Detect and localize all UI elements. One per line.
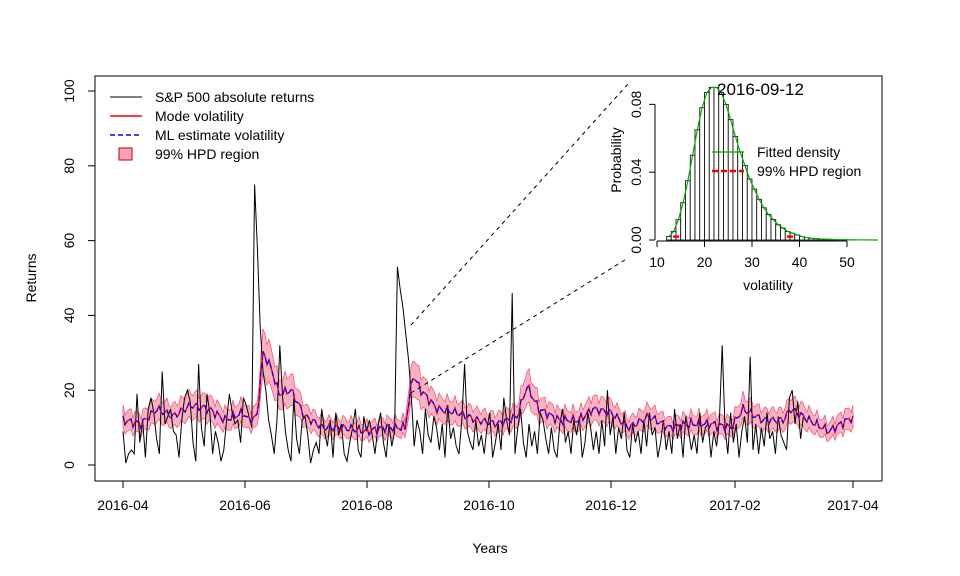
legend-label-ml: ML estimate volatility	[155, 127, 284, 143]
histogram-bar	[713, 86, 720, 241]
inset-x-tick-label: 40	[792, 254, 808, 270]
legend-label-mode: Mode volatility	[155, 108, 244, 124]
ml-estimate-series	[122, 351, 854, 437]
inset-legend-label-hpd: 99% HPD region	[757, 163, 861, 179]
inset-x-axis: 10 20 30 40 50	[649, 240, 855, 270]
histogram-bar	[727, 119, 734, 241]
histogram-bar	[718, 92, 724, 241]
x-tick-label: 2016-10	[463, 497, 515, 513]
histogram-bar	[742, 164, 748, 241]
histogram-bar	[765, 214, 772, 241]
histogram-bar	[775, 224, 781, 241]
inset-legend: Fitted density 99% HPD region	[712, 144, 861, 179]
zoom-connector-upper	[410, 83, 629, 326]
histogram-bar	[756, 198, 762, 241]
x-tick-label: 2016-06	[219, 497, 271, 513]
inset-legend-label-density: Fitted density	[757, 144, 840, 160]
y-tick-label: 100	[61, 79, 77, 103]
y-tick-label: 20	[61, 382, 77, 398]
y-axis: 0 20 40 60 80 100	[61, 79, 96, 469]
x-axis: 2016-04 2016-06 2016-08 2016-10 2016-12 2017-…	[97, 480, 879, 513]
histogram-bar	[761, 207, 767, 241]
y-axis-label: Returns	[23, 253, 39, 302]
histogram-bar	[704, 92, 710, 241]
inset-y-tick-label: 0.04	[628, 158, 644, 185]
x-axis-label: Years	[472, 540, 507, 556]
inset-chart: 10 20 30 40 50 0.00 0.04 0.08 2016-09-12 volat…	[608, 78, 881, 293]
histogram-bar	[751, 188, 758, 241]
hpd-band	[122, 328, 854, 444]
hpd-region-band	[122, 328, 854, 444]
inset-y-label: Probability	[608, 127, 624, 192]
legend: S&P 500 absolute returns Mode volatility…	[110, 89, 314, 162]
x-tick-label: 2016-04	[97, 497, 149, 513]
inset-x-label: volatility	[743, 277, 793, 293]
inset-title: 2016-09-12	[717, 80, 804, 99]
histogram-bar	[746, 178, 753, 241]
x-tick-label: 2016-12	[585, 497, 637, 513]
histogram-bar	[699, 107, 705, 241]
y-tick-label: 60	[61, 233, 77, 249]
legend-swatch-hpd	[118, 147, 133, 161]
inset-histogram-bars	[666, 86, 857, 241]
returns-series	[122, 184, 804, 464]
legend-label-hpd: 99% HPD region	[155, 146, 259, 162]
fitted-density-curve	[668, 86, 878, 241]
inset-x-tick-label: 20	[697, 254, 713, 270]
inset-x-tick-label: 30	[744, 254, 760, 270]
ml-estimate-line	[122, 351, 854, 437]
returns-line	[122, 184, 804, 464]
y-tick-label: 40	[61, 307, 77, 323]
histogram-bar	[666, 236, 672, 241]
histogram-bar	[770, 219, 777, 241]
inset-x-tick-label: 50	[839, 254, 855, 270]
histogram-bar	[737, 151, 743, 241]
zoom-connector-lower	[410, 257, 629, 394]
y-tick-label: 80	[61, 158, 77, 174]
histogram-bar	[689, 154, 696, 241]
inset-y-axis: 0.00 0.04 0.08	[628, 91, 656, 254]
x-tick-label: 2017-04	[827, 497, 879, 513]
histogram-bar	[708, 86, 715, 241]
x-tick-label: 2016-08	[341, 497, 393, 513]
inset-x-tick-label: 10	[649, 254, 665, 270]
y-tick-label: 0	[61, 461, 77, 469]
legend-label-returns: S&P 500 absolute returns	[155, 89, 314, 105]
inset-y-tick-label: 0.00	[628, 226, 644, 253]
main-chart: 0 20 40 60 80 100 2016-04 2016-06 2016-08 2016-1…	[23, 75, 883, 556]
inset-y-tick-label: 0.08	[628, 91, 644, 118]
histogram-bar	[694, 129, 701, 241]
x-tick-label: 2017-02	[709, 497, 761, 513]
